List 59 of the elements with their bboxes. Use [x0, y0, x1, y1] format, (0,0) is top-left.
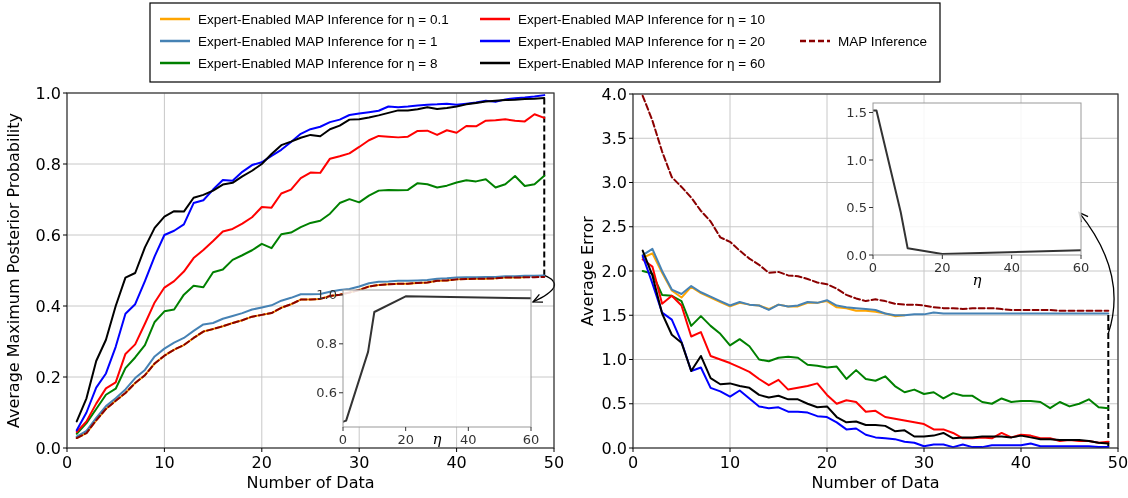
legend-label: MAP Inference: [838, 33, 928, 49]
x-axis-title: Number of Data: [246, 473, 375, 492]
x-tick-label: 0: [61, 452, 73, 472]
y-axis-title: Average Error: [578, 215, 597, 326]
x-tick-label: 50: [1107, 452, 1128, 472]
y-tick-label: 0.5: [601, 394, 627, 414]
x-tick-label: 40: [1010, 452, 1032, 472]
x-tick-label: 0: [627, 452, 639, 472]
x-tick-label: 40: [1003, 260, 1020, 276]
line-series: [641, 94, 1110, 312]
y-tick-label: 0.8: [35, 154, 61, 174]
x-tick-label: 0: [868, 260, 878, 276]
legend-label: Expert-Enabled MAP Inference for η = 10: [518, 11, 766, 27]
y-tick-label: 0.6: [316, 385, 337, 401]
x-tick-label: 40: [460, 432, 477, 448]
x-tick-label: 20: [251, 452, 272, 472]
y-tick-label: 3.0: [601, 173, 627, 193]
y-tick-label: 1.0: [846, 152, 867, 168]
x-tick-label: 0: [338, 432, 348, 448]
y-tick-label: 1.5: [601, 305, 627, 325]
x-tick-label: 20: [934, 260, 951, 276]
legend-label: Expert-Enabled MAP Inference for η = 1: [198, 33, 438, 49]
y-tick-label: 1.0: [601, 350, 627, 370]
legend-label: Expert-Enabled MAP Inference for η = 0.1: [198, 11, 449, 27]
y-axis-title: Average Maximum Posterior Probability: [4, 112, 23, 429]
y-tick-label: 1.0: [35, 83, 61, 103]
line-series: [75, 174, 546, 435]
line-series: [343, 295, 531, 423]
y-tick-label: 0.4: [35, 296, 61, 316]
y-tick-label: 0.5: [846, 200, 867, 216]
x-tick-label: 10: [154, 452, 175, 472]
x-tick-label: 30: [349, 452, 370, 472]
x-tick-label: 30: [913, 452, 935, 472]
y-tick-label: 2.0: [601, 261, 627, 281]
y-tick-label: 0.0: [846, 247, 867, 263]
x-tick-label: 40: [446, 452, 467, 472]
y-tick-label: 0.8: [316, 336, 337, 352]
x-tick-label: 20: [816, 452, 838, 472]
x-axis-title: Number of Data: [811, 473, 940, 492]
y-tick-label: 0.6: [35, 225, 61, 245]
x-tick-label: 20: [397, 432, 414, 448]
y-tick-label: 2.5: [601, 217, 627, 237]
legend-label: Expert-Enabled MAP Inference for η = 8: [198, 55, 438, 71]
line-series: [641, 247, 1110, 317]
y-tick-label: 3.5: [601, 128, 627, 148]
x-tick-label: 10: [719, 452, 741, 472]
legend-label: Expert-Enabled MAP Inference for η = 20: [518, 33, 766, 49]
y-tick-label: 0.0: [601, 438, 627, 458]
y-tick-label: 0.0: [35, 438, 61, 458]
y-tick-label: 1.5: [846, 105, 867, 121]
x-tick-label: 60: [1072, 260, 1090, 276]
x-tick-label: 60: [522, 432, 540, 448]
line-series: [641, 270, 1110, 410]
x-tick-label: 50: [543, 452, 565, 472]
legend-label: Expert-Enabled MAP Inference for η = 60: [518, 55, 766, 71]
y-tick-label: 4.0: [601, 84, 627, 104]
x-axis-title: η: [432, 430, 442, 448]
y-tick-label: 0.2: [35, 367, 61, 387]
x-axis-title: η: [972, 271, 982, 289]
